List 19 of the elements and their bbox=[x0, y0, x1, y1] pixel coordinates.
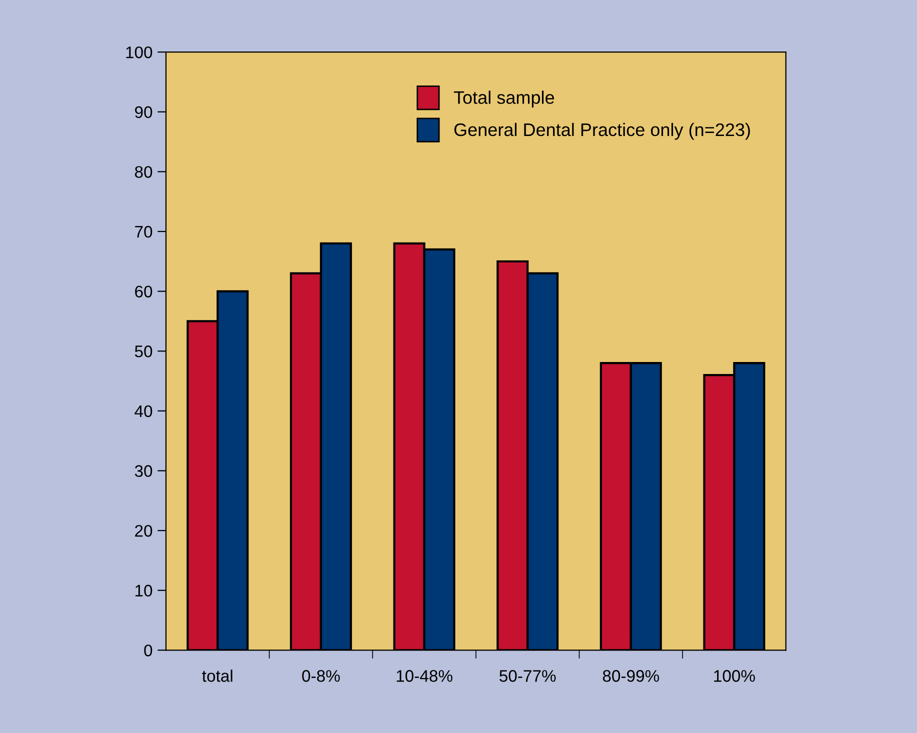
y-tick-label: 40 bbox=[134, 405, 152, 418]
y-tick-label: 50 bbox=[134, 346, 152, 358]
y-tick-label: 30 bbox=[134, 465, 152, 477]
y-tick-label: 20 bbox=[135, 524, 152, 537]
x-tick-label: 80-99% bbox=[602, 670, 660, 682]
y-tick-label: 100 bbox=[126, 46, 152, 58]
x-tick-label: total bbox=[202, 670, 232, 682]
x-tick-label: 10-48% bbox=[396, 670, 452, 682]
legend-label: General Dental Practice only (n=223) bbox=[454, 122, 750, 140]
y-tick-label: 0 bbox=[144, 644, 152, 656]
y-tick-label: 90 bbox=[135, 106, 152, 118]
y-tick-label: 70 bbox=[135, 226, 152, 238]
y-tick-label: 10 bbox=[136, 584, 152, 597]
x-tick-label: 50-77% bbox=[500, 670, 556, 682]
x-tick-label: 100% bbox=[714, 670, 755, 682]
x-tick-label: 0-8% bbox=[302, 670, 340, 682]
y-tick-label: 80 bbox=[134, 166, 152, 178]
legend-label: Total sample bbox=[454, 90, 554, 108]
y-tick-label: 60 bbox=[135, 286, 152, 298]
